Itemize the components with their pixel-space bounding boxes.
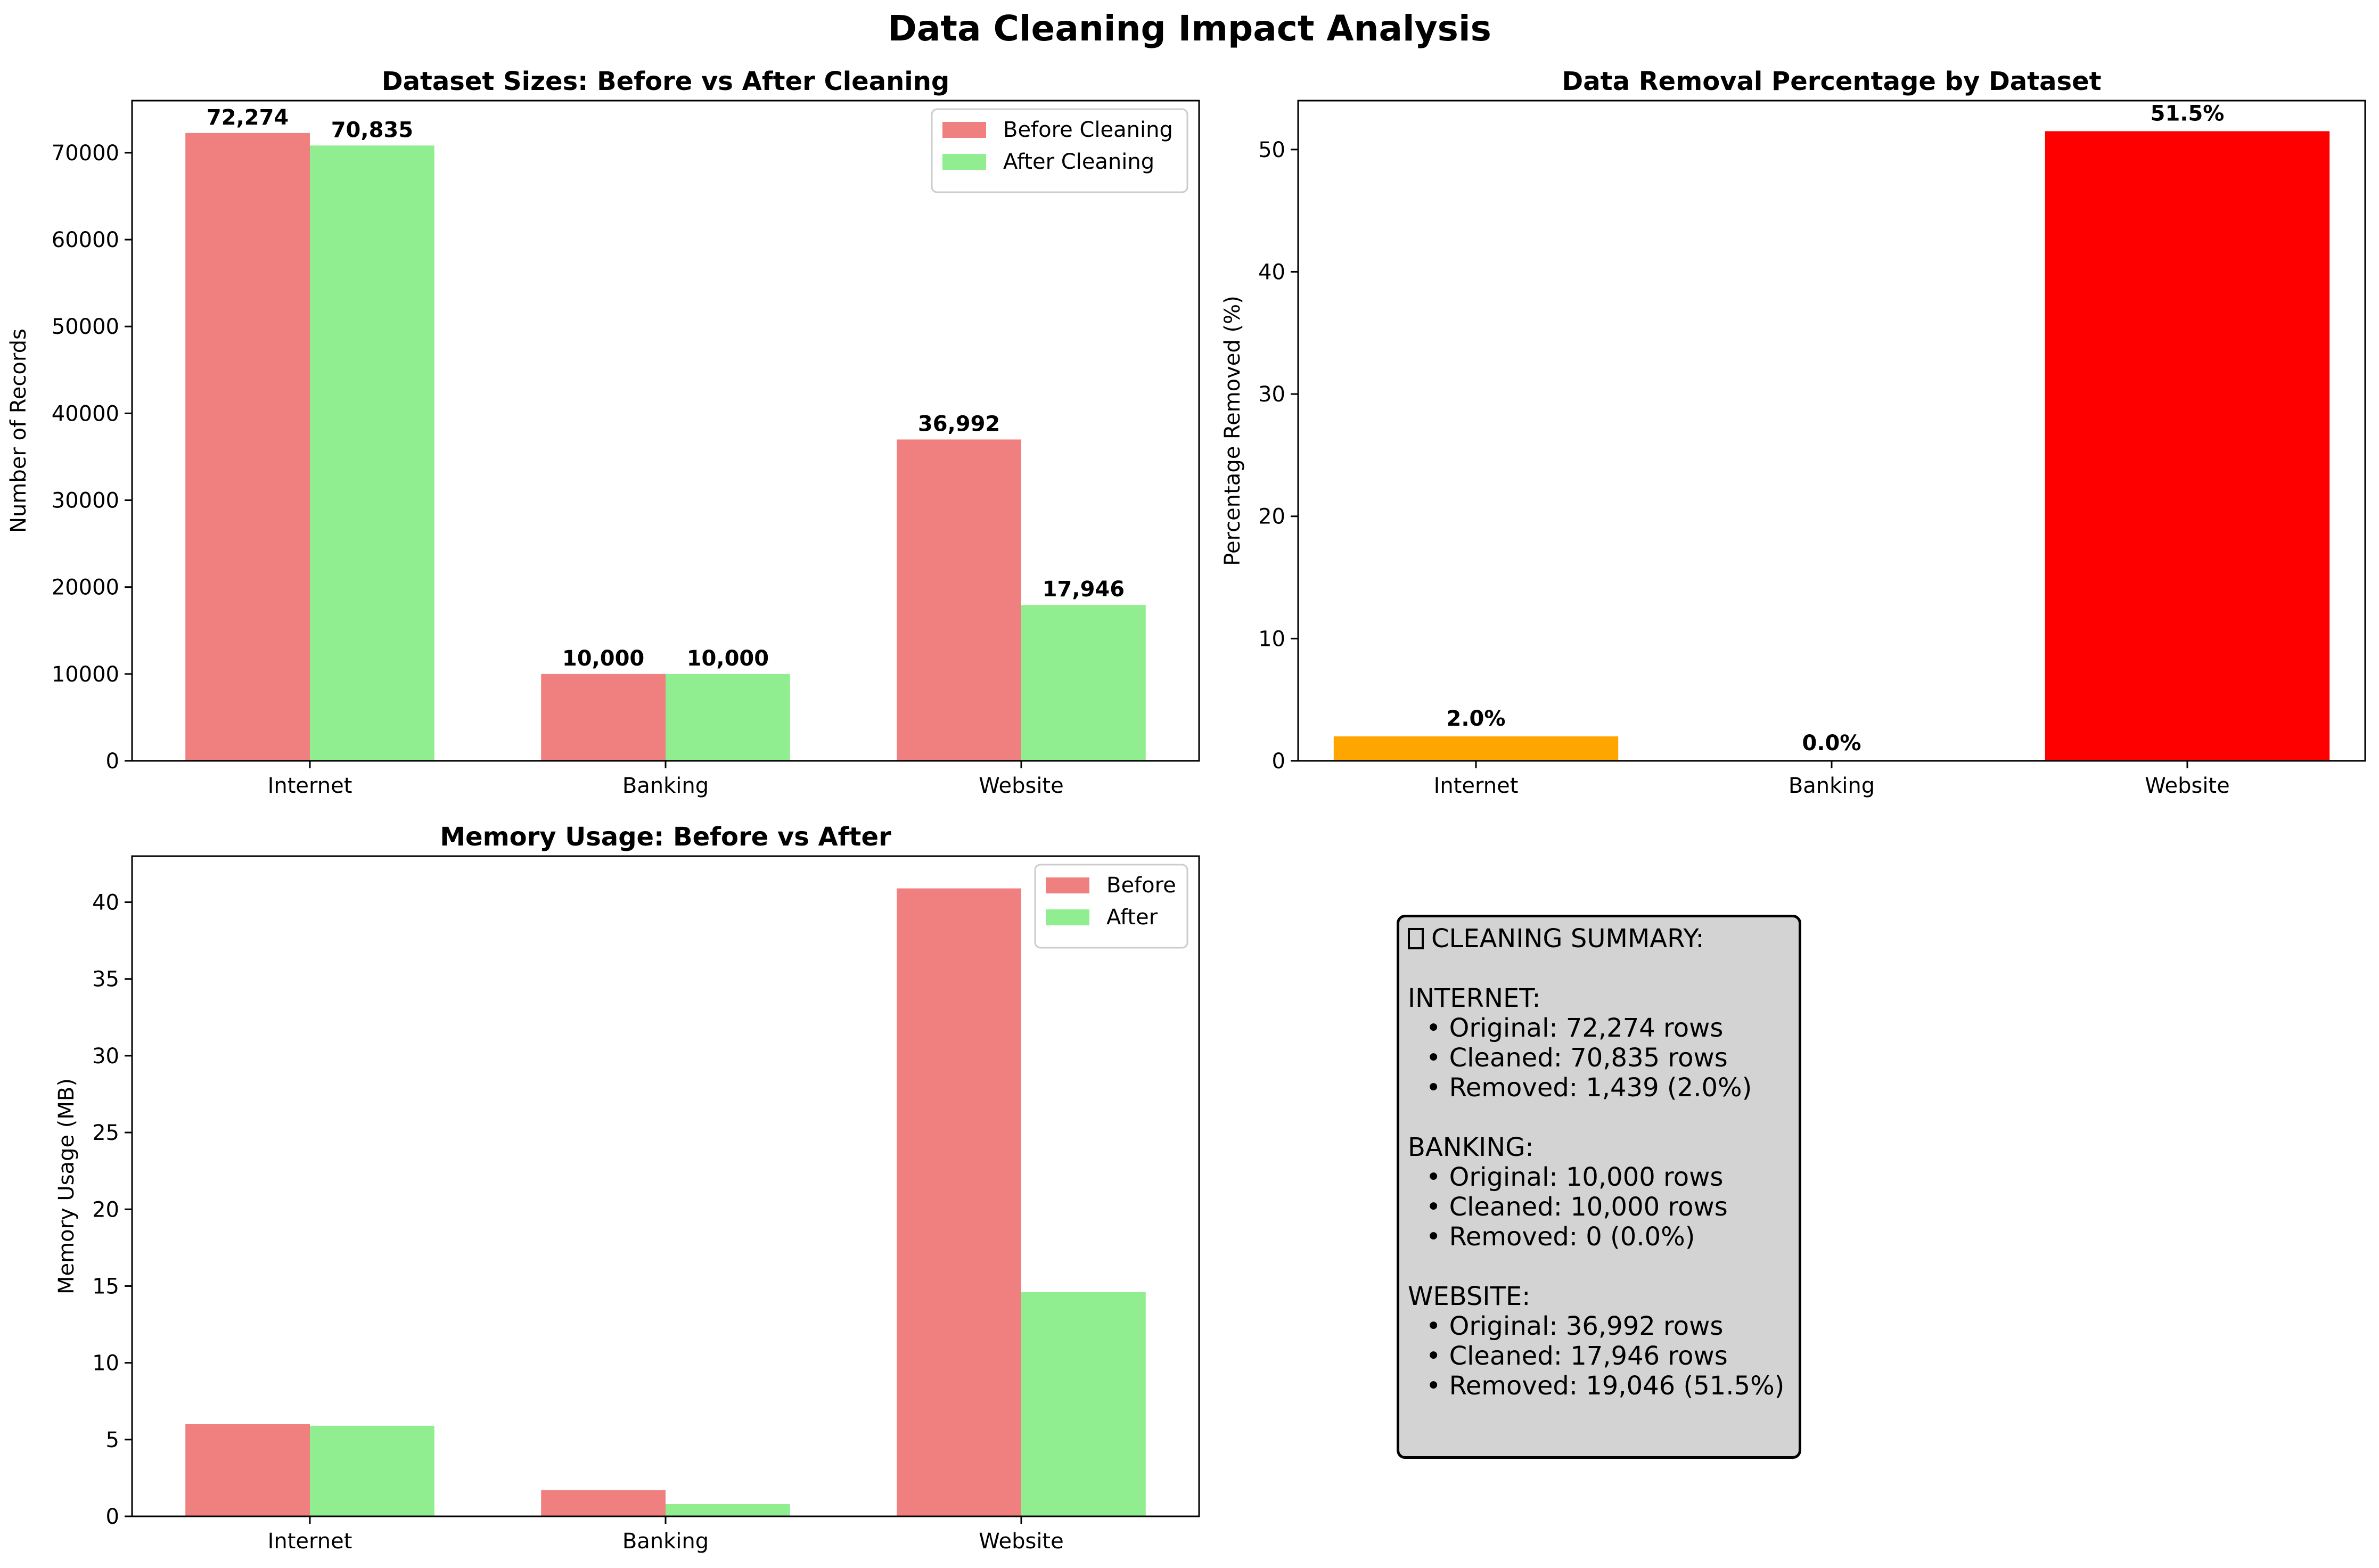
missing-glyph-icon bbox=[1408, 928, 1424, 949]
y-axis-label: Percentage Removed (%) bbox=[1220, 295, 1245, 565]
figure-title: Data Cleaning Impact Analysis bbox=[888, 8, 1491, 49]
chart-3: Memory Usage: Before vs After 0 5 10 15 20 25 3… bbox=[54, 822, 1200, 1554]
y-tick-label: 60000 bbox=[52, 228, 119, 252]
y-tick-label: 0 bbox=[1272, 749, 1285, 774]
y-tick-label: 10 bbox=[1258, 627, 1285, 651]
chart-1: Dataset Sizes: Before vs After Cleaning 0… bbox=[6, 67, 1200, 798]
y-tick-label: 20 bbox=[1258, 505, 1285, 529]
y-tick-label: 5 bbox=[106, 1428, 119, 1452]
data-label: 72,274 bbox=[207, 105, 289, 130]
legend-label: Before bbox=[1106, 873, 1176, 898]
bar bbox=[310, 145, 434, 761]
bar bbox=[1021, 1292, 1146, 1516]
summary-line: • Removed: 19,046 (51.5%) bbox=[1426, 1371, 1785, 1401]
y-tick-label: 10 bbox=[92, 1351, 119, 1376]
summary-line: • Original: 10,000 rows bbox=[1426, 1162, 1724, 1192]
summary-section-internet: INTERNET: bbox=[1408, 983, 1541, 1013]
bar bbox=[541, 674, 666, 761]
y-tick-label: 40 bbox=[92, 891, 119, 915]
chart-title: Dataset Sizes: Before vs After Cleaning bbox=[382, 67, 950, 96]
summary-line: • Removed: 0 (0.0%) bbox=[1426, 1222, 1695, 1252]
charts: Dataset Sizes: Before vs After Cleaning 0… bbox=[6, 67, 2366, 1554]
summary-line: • Removed: 1,439 (2.0%) bbox=[1426, 1073, 1752, 1103]
data-label: 36,992 bbox=[918, 412, 1000, 436]
x-tick-label: Banking bbox=[622, 774, 709, 798]
legend-swatch bbox=[942, 122, 986, 138]
legend-label: After bbox=[1106, 905, 1158, 930]
chart-title: Memory Usage: Before vs After bbox=[440, 822, 891, 852]
summary-line: • Cleaned: 70,835 rows bbox=[1426, 1043, 1728, 1073]
bar bbox=[541, 1490, 666, 1516]
y-tick-label: 25 bbox=[92, 1121, 119, 1145]
chart-2: Data Removal Percentage by Dataset 0 10 20 3… bbox=[1220, 67, 2366, 798]
bar bbox=[310, 1425, 434, 1516]
y-axis-label: Number of Records bbox=[6, 329, 31, 533]
summary-line: • Cleaned: 17,946 rows bbox=[1426, 1341, 1728, 1371]
axes-frame bbox=[1297, 100, 2366, 762]
x-tick-label: Internet bbox=[1434, 774, 1519, 798]
summary-section-banking: BANKING: bbox=[1408, 1132, 1534, 1162]
y-tick-label: 15 bbox=[92, 1274, 119, 1299]
y-tick-label: 20000 bbox=[52, 576, 119, 600]
data-label: 17,946 bbox=[1043, 577, 1125, 602]
data-label: 51.5% bbox=[2151, 101, 2225, 126]
y-tick-label: 50000 bbox=[52, 315, 119, 339]
x-tick-label: Website bbox=[979, 774, 1063, 798]
summary-line: • Original: 36,992 rows bbox=[1426, 1311, 1724, 1341]
summary-line: • Original: 72,274 rows bbox=[1426, 1013, 1724, 1043]
data-label: 10,000 bbox=[687, 646, 769, 671]
y-tick-label: 30 bbox=[1258, 382, 1285, 407]
y-tick-label: 0 bbox=[106, 1505, 119, 1529]
summary-heading-line: CLEANING SUMMARY: bbox=[1408, 924, 1799, 954]
y-tick-label: 40000 bbox=[52, 401, 119, 426]
y-tick-label: 50 bbox=[1258, 138, 1285, 162]
data-label: 70,835 bbox=[331, 118, 413, 142]
axes-frame bbox=[131, 100, 1200, 762]
bar bbox=[1021, 605, 1146, 761]
legend-label: After Cleaning bbox=[1003, 150, 1154, 174]
legend-swatch bbox=[1046, 877, 1089, 893]
x-tick-label: Website bbox=[2145, 774, 2229, 798]
y-tick-label: 35 bbox=[92, 967, 119, 992]
data-label: 0.0% bbox=[1802, 731, 1861, 756]
legend: Before After bbox=[1034, 864, 1188, 949]
cleaning-summary-box: CLEANING SUMMARY: INTERNET: • Original: … bbox=[1397, 915, 1801, 1459]
x-tick-label: Banking bbox=[622, 1529, 709, 1554]
y-tick-label: 40 bbox=[1258, 260, 1285, 284]
x-tick-label: Banking bbox=[1789, 774, 1875, 798]
y-tick-label: 0 bbox=[106, 749, 119, 774]
axes-frame bbox=[131, 855, 1200, 1517]
legend-swatch bbox=[1046, 909, 1089, 925]
y-axis-label: Memory Usage (MB) bbox=[54, 1078, 79, 1294]
chart-title: Data Removal Percentage by Dataset bbox=[1562, 67, 2101, 96]
legend-frame bbox=[931, 108, 1188, 193]
x-tick-label: Internet bbox=[268, 1529, 352, 1554]
bar bbox=[1333, 736, 1619, 761]
data-label: 2.0% bbox=[1447, 707, 1506, 731]
bar bbox=[897, 888, 1021, 1516]
legend-swatch bbox=[942, 154, 986, 170]
y-tick-label: 30 bbox=[92, 1044, 119, 1069]
data-label: 10,000 bbox=[562, 646, 644, 671]
y-tick-label: 10000 bbox=[52, 662, 119, 687]
bar bbox=[666, 1504, 790, 1516]
bar bbox=[185, 133, 310, 761]
x-tick-label: Internet bbox=[268, 774, 352, 798]
bar bbox=[897, 439, 1021, 761]
summary-line: • Cleaned: 10,000 rows bbox=[1426, 1192, 1728, 1222]
legend: Before Cleaning After Cleaning bbox=[931, 108, 1188, 193]
y-tick-label: 20 bbox=[92, 1197, 119, 1222]
summary-section-website: WEBSITE: bbox=[1408, 1282, 1531, 1311]
y-tick-label: 30000 bbox=[52, 489, 119, 513]
legend-label: Before Cleaning bbox=[1003, 118, 1173, 142]
y-tick-label: 70000 bbox=[52, 141, 119, 166]
bar bbox=[666, 674, 790, 761]
bar bbox=[2045, 131, 2330, 761]
summary-heading: CLEANING SUMMARY: bbox=[1431, 924, 1704, 954]
x-tick-label: Website bbox=[979, 1529, 1063, 1554]
bar bbox=[185, 1424, 310, 1516]
